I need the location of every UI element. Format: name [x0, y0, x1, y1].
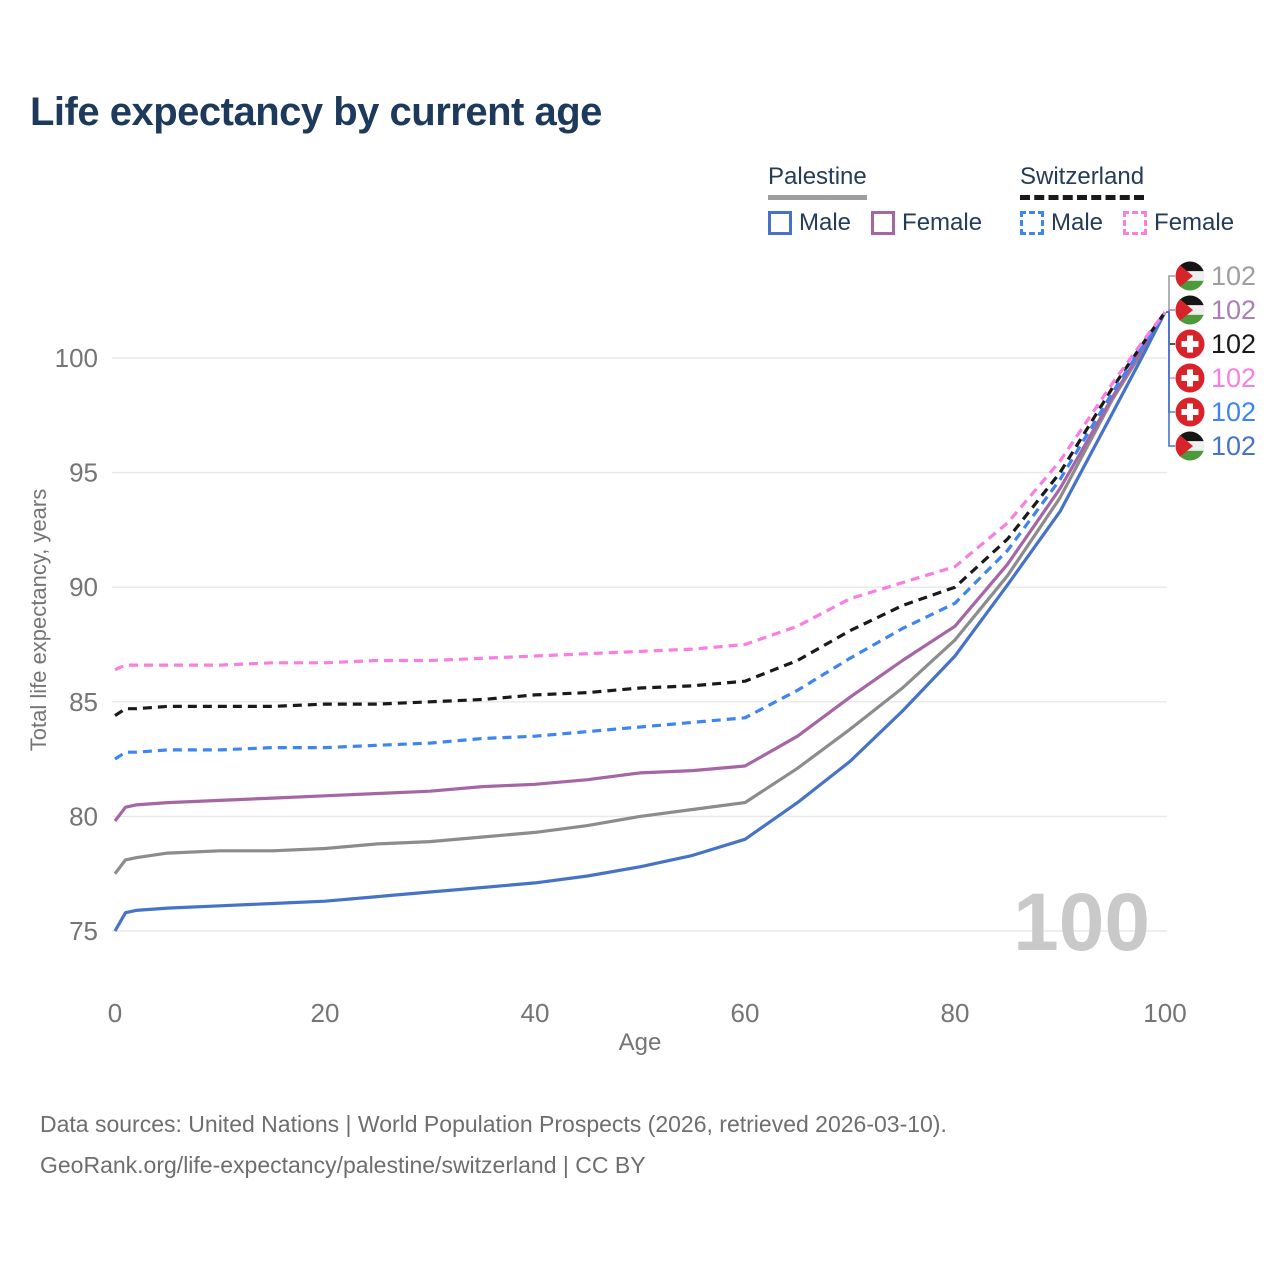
end-label-leader [1166, 275, 1175, 313]
palestine-female-swatch-icon[interactable] [871, 211, 896, 235]
y-tick-label: 90 [69, 572, 98, 602]
palestine-flag-icon [1175, 295, 1205, 325]
series-line-palestine-both [113, 311, 1167, 875]
page-title: Life expectancy by current age [30, 90, 602, 134]
legend-item-switzerland-female[interactable]: Female [1123, 209, 1234, 237]
end-label-value: 102 [1211, 295, 1256, 325]
palestine-flag-icon [1175, 431, 1205, 461]
series-line-switzerland-female [114, 311, 1167, 672]
legend-item-switzerland-male[interactable]: Male [1020, 209, 1103, 237]
end-label-value: 102 [1211, 431, 1256, 461]
x-tick-label: 20 [311, 998, 340, 1028]
series-line-palestine-male [113, 311, 1167, 932]
switzerland-flag-icon [1175, 363, 1205, 393]
legend-item-label: Female [1154, 209, 1235, 236]
end-label-leader [1166, 311, 1175, 379]
y-tick-label: 100 [55, 343, 98, 373]
x-tick-label: 80 [941, 998, 970, 1028]
y-tick-label: 95 [69, 458, 98, 488]
legend-item-label: Male [799, 209, 852, 236]
age-watermark: 100 [1013, 877, 1150, 968]
end-label-value: 102 [1211, 397, 1256, 427]
x-tick-label: 0 [108, 998, 122, 1028]
palestine-flag-icon [1175, 261, 1205, 291]
legend-item-label: Male [1051, 209, 1104, 236]
end-label-leader [1166, 311, 1175, 345]
series-line-switzerland-male [114, 311, 1167, 761]
switzerland-male-swatch-icon[interactable] [1020, 211, 1044, 235]
data-sources-line2: GeoRank.org/life-expectancy/palestine/sw… [40, 1152, 646, 1178]
series-line-palestine-female [113, 311, 1167, 822]
x-tick-label: 60 [731, 998, 760, 1028]
y-axis-title: Total life expectancy, years [26, 489, 51, 752]
palestine-male-swatch-icon[interactable] [768, 211, 792, 235]
legend-item-palestine-female[interactable]: Female [871, 209, 982, 237]
x-tick-label: 100 [1143, 998, 1186, 1028]
legend-header-switzerland[interactable]: Switzerland [1020, 163, 1145, 200]
legend-item-palestine-male[interactable]: Male [768, 209, 851, 237]
legend-item-label: Female [902, 209, 983, 236]
end-label-value: 102 [1211, 363, 1256, 393]
series-line-switzerland-both [114, 311, 1167, 717]
data-sources-line1: Data sources: United Nations | World Pop… [40, 1111, 947, 1137]
end-label-leader [1166, 311, 1175, 447]
x-axis-title: Age [619, 1029, 662, 1056]
switzerland-female-swatch-icon[interactable] [1123, 211, 1148, 235]
legend-header-palestine[interactable]: Palestine [768, 163, 867, 200]
y-tick-label: 80 [69, 801, 98, 831]
legend-group-switzerland: Switzerland Male Female [1020, 163, 1234, 237]
data-sources: Data sources: United Nations | World Pop… [40, 1104, 947, 1186]
y-tick-label: 85 [69, 687, 98, 717]
end-label-value: 102 [1211, 329, 1256, 359]
y-tick-label: 75 [69, 916, 98, 946]
end-label-leader [1166, 311, 1175, 413]
legend-group-palestine: Palestine Male Female [768, 163, 982, 237]
x-tick-label: 40 [521, 998, 550, 1028]
end-label-value: 102 [1211, 261, 1256, 291]
switzerland-flag-icon [1175, 397, 1205, 427]
switzerland-flag-icon [1175, 329, 1205, 359]
